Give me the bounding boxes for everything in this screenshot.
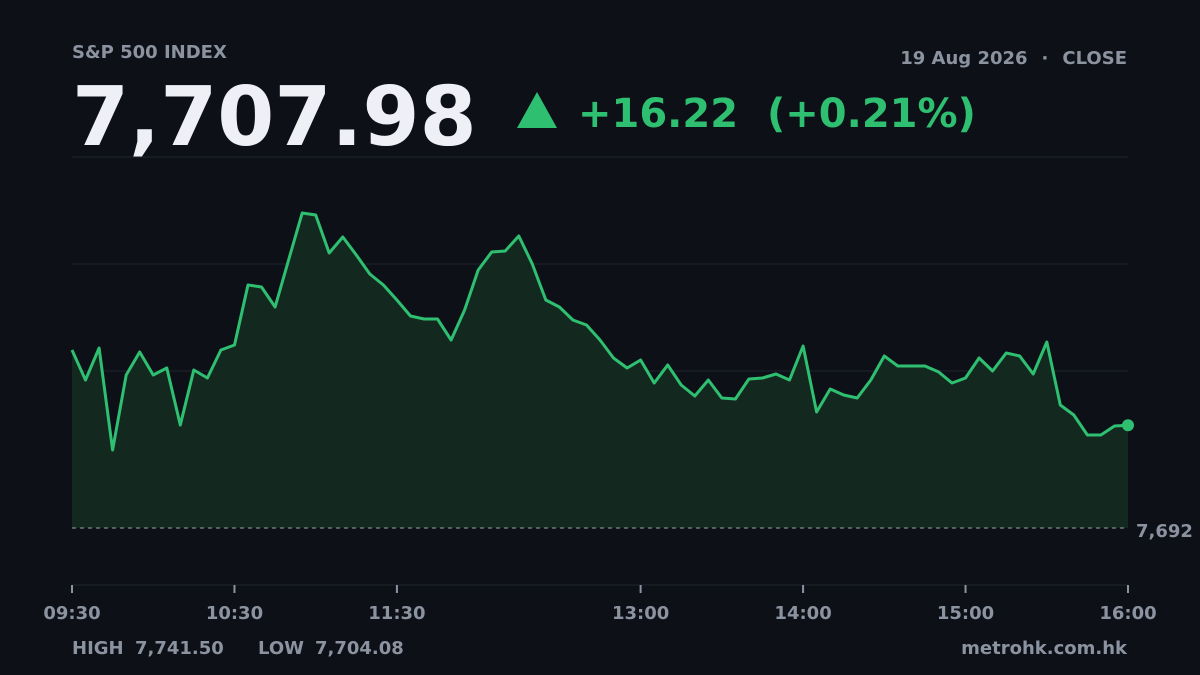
- low-label: LOW: [258, 638, 304, 659]
- x-tick-label: 11:30: [368, 603, 425, 624]
- price: 7,707.98: [72, 70, 477, 165]
- date: 19 Aug 2026: [900, 48, 1027, 69]
- x-tick-label: 10:30: [206, 603, 263, 624]
- reference-label: 7,692: [1136, 521, 1193, 542]
- x-tick-label: 15:00: [937, 603, 994, 624]
- x-tick-label: 09:30: [43, 603, 100, 624]
- price-line: [70, 211, 1129, 452]
- x-tick-label: 16:00: [1099, 603, 1156, 624]
- low-value: 7,704.08: [315, 638, 404, 659]
- change: +16.22: [578, 91, 738, 137]
- high-value: 7,741.50: [135, 638, 224, 659]
- area-fill: [72, 213, 1128, 529]
- up-arrow: [517, 92, 557, 128]
- status: CLOSE: [1062, 48, 1127, 69]
- change-percent: (+0.21%): [767, 91, 976, 137]
- source: metrohk.com.hk: [961, 638, 1128, 659]
- high-label: HIGH: [72, 638, 124, 659]
- x-tick-label: 13:00: [612, 603, 669, 624]
- separator: ·: [1042, 48, 1049, 69]
- last-point: [1122, 419, 1134, 432]
- x-tick-label: 14:00: [774, 603, 831, 624]
- session-info: 19 Aug 2026 · CLOSE: [900, 48, 1127, 69]
- index-title: S&P 500 INDEX: [72, 42, 227, 63]
